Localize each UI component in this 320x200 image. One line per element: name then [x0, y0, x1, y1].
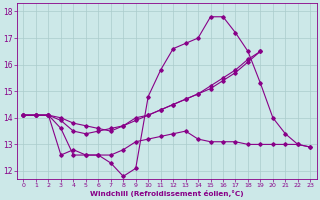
- X-axis label: Windchill (Refroidissement éolien,°C): Windchill (Refroidissement éolien,°C): [90, 190, 244, 197]
